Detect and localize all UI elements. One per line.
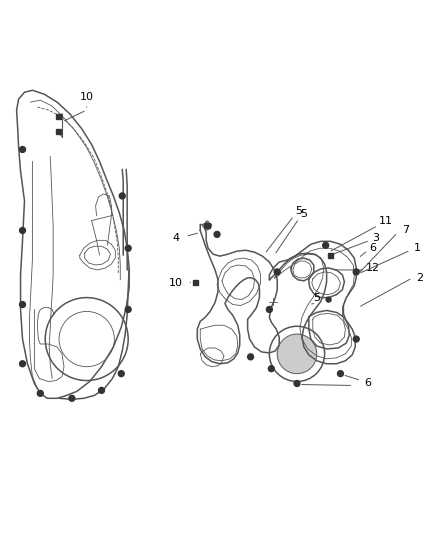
Circle shape — [268, 366, 274, 372]
Bar — [193, 280, 198, 285]
Text: 5: 5 — [313, 293, 320, 303]
Circle shape — [20, 147, 25, 152]
Circle shape — [294, 381, 300, 386]
Circle shape — [206, 227, 208, 230]
Text: 1: 1 — [414, 243, 421, 253]
Text: 10: 10 — [80, 92, 94, 102]
Text: 4: 4 — [172, 233, 179, 244]
Bar — [56, 130, 60, 134]
Text: 6: 6 — [370, 243, 377, 253]
Circle shape — [214, 231, 220, 237]
Circle shape — [323, 243, 328, 248]
Circle shape — [20, 361, 25, 367]
Text: 3: 3 — [372, 233, 379, 244]
Circle shape — [337, 370, 343, 377]
Text: 5: 5 — [296, 206, 303, 216]
Circle shape — [37, 390, 43, 397]
Circle shape — [20, 228, 25, 233]
Bar — [56, 115, 60, 119]
Circle shape — [353, 336, 359, 342]
Circle shape — [208, 224, 212, 227]
Circle shape — [125, 306, 131, 312]
Circle shape — [277, 334, 317, 374]
Text: 7: 7 — [402, 225, 409, 236]
Circle shape — [203, 224, 206, 227]
Circle shape — [274, 269, 280, 275]
Circle shape — [118, 370, 124, 377]
Circle shape — [99, 387, 105, 393]
Circle shape — [206, 221, 208, 224]
Circle shape — [69, 395, 75, 401]
Bar — [204, 223, 210, 229]
Text: 2: 2 — [416, 273, 423, 283]
Circle shape — [119, 193, 125, 199]
Circle shape — [125, 245, 131, 251]
Text: 5: 5 — [300, 209, 307, 219]
Text: 12: 12 — [366, 263, 380, 273]
Circle shape — [326, 297, 331, 302]
Text: 6: 6 — [364, 378, 371, 389]
Text: 10: 10 — [169, 278, 183, 288]
Circle shape — [247, 354, 254, 360]
Circle shape — [266, 306, 272, 312]
Circle shape — [353, 269, 359, 275]
Circle shape — [20, 302, 25, 308]
Bar — [328, 253, 333, 257]
Text: 11: 11 — [379, 215, 393, 225]
